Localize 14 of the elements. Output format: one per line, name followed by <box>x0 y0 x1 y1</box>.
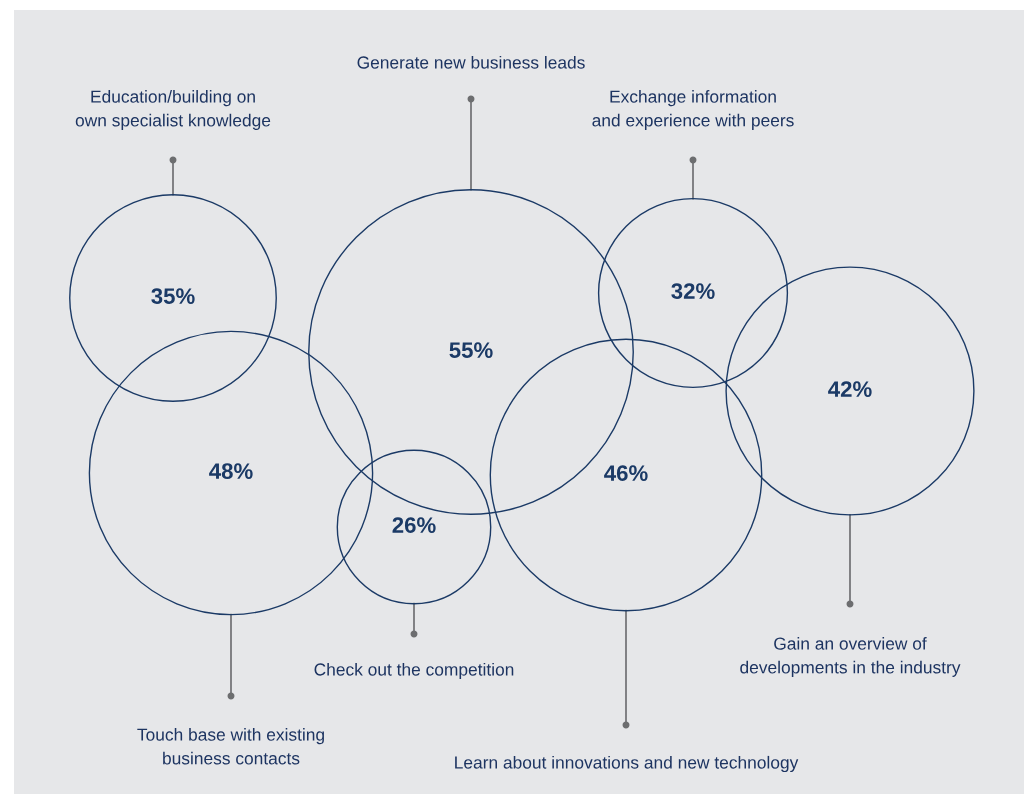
data-label: 42% <box>828 381 872 397</box>
category-label: Check out the competition <box>314 662 514 680</box>
data-label: 55% <box>449 342 493 358</box>
data-label: 35% <box>151 288 195 304</box>
category-label: Education/building on own specialist knowledge <box>75 90 271 130</box>
category-label: Gain an overview of developments in the industry <box>740 637 961 677</box>
data-label: 48% <box>209 463 253 479</box>
category-label: Generate new business leads <box>357 55 585 69</box>
category-label: Learn about innovations and new technology <box>455 755 799 773</box>
data-label: 46% <box>604 465 648 481</box>
category-label: Touch base with existing business contacts <box>137 728 324 765</box>
data-label: 32% <box>671 283 715 299</box>
data-label: 26% <box>392 517 436 533</box>
category-label: Exchange information and experience with peers <box>592 90 794 130</box>
